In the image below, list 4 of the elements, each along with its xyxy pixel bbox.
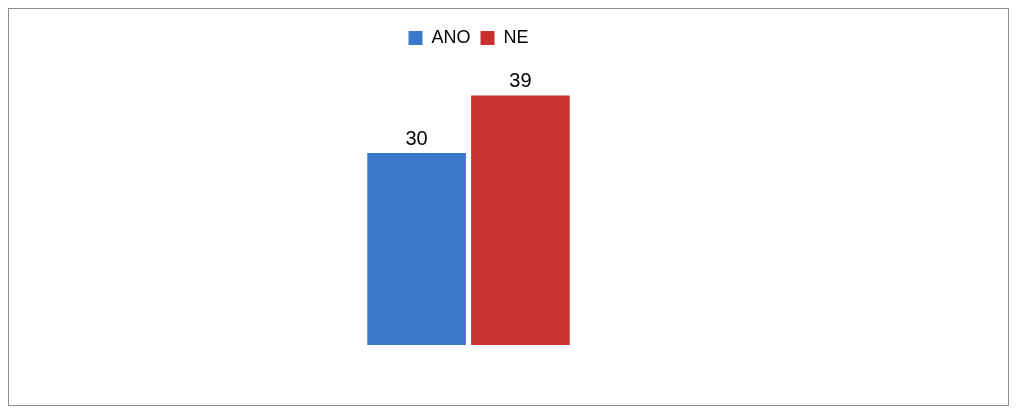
legend-label: ANO — [431, 26, 471, 47]
data-label: 39 — [509, 68, 532, 91]
data-label: 30 — [405, 126, 428, 149]
legend-label: NE — [503, 26, 529, 47]
